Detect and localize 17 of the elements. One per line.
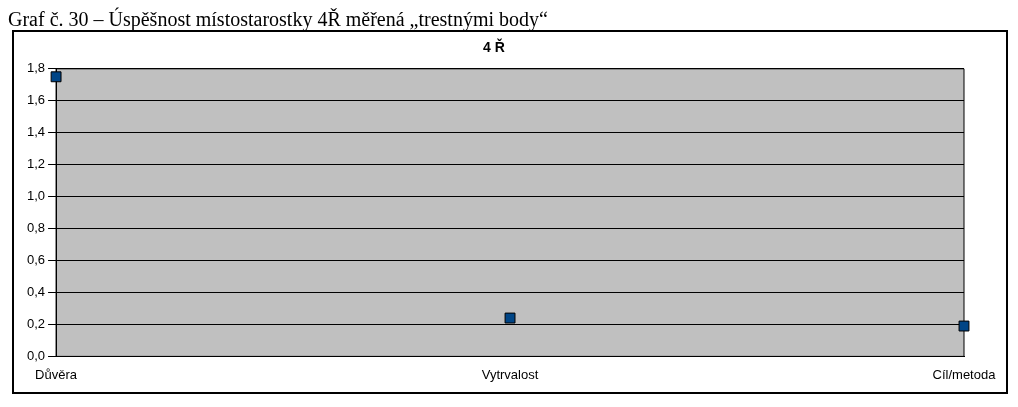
y-tick-label: 1,0 [26, 188, 46, 204]
y-tick-label: 1,6 [26, 92, 46, 108]
x-tick-label: Cíl/metoda [932, 366, 997, 382]
x-tick-label: Důvěra [35, 366, 78, 382]
y-tick-label: 0,4 [26, 284, 46, 300]
text: Graf č. 30 – Úspěšnost místostarostky 4Ř měřená „trestnými body“ [8, 8, 549, 30]
y-tick-label: 0,8 [26, 220, 46, 236]
y-tick-label: 1,8 [26, 60, 46, 76]
y-tick-label: 0,6 [26, 252, 46, 268]
y-tick-label: 0,2 [26, 316, 46, 332]
x-tick-label: Vytrvalost [481, 366, 539, 382]
y-tick-label: 1,2 [26, 156, 46, 172]
point [958, 320, 970, 332]
chart-title: 4 Ř [483, 38, 505, 56]
y-tick-label: 1,4 [26, 124, 46, 140]
y-tick-label: 0,0 [26, 347, 46, 363]
point [504, 312, 516, 324]
